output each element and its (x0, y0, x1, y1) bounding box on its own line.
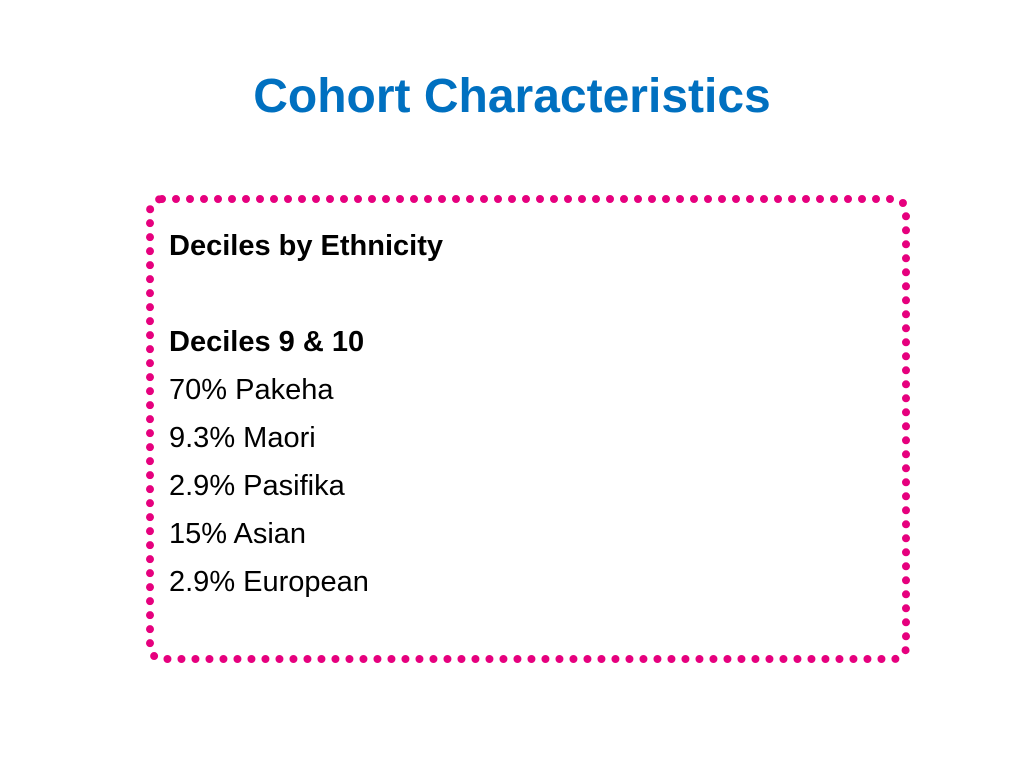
ethnicity-text-box: Deciles by Ethnicity Deciles 9 & 10 70% … (169, 222, 869, 606)
ethnicity-item-pasifika: 2.9% Pasifika (169, 470, 345, 502)
blank-line (169, 270, 869, 318)
ethnicity-item-pakeha: 70% Pakeha (169, 374, 334, 406)
ethnicity-item-maori: 9.3% Maori (169, 422, 316, 454)
ethnicity-item-asian: 15% Asian (169, 518, 307, 550)
dotted-border-frame (146, 195, 910, 663)
box-heading: Deciles by Ethnicity (169, 230, 443, 262)
ethnicity-item-european: 2.9% European (169, 566, 369, 598)
slide-title: Cohort Characteristics (253, 70, 771, 123)
box-subheading: Deciles 9 & 10 (169, 326, 365, 358)
